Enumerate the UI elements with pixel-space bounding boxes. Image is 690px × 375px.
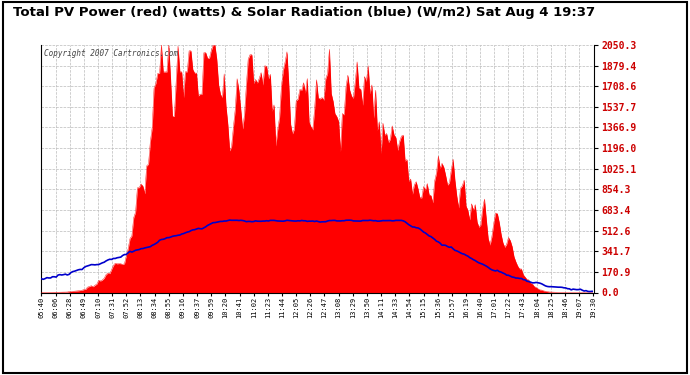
Text: Copyright 2007 Cartronics.com: Copyright 2007 Cartronics.com: [44, 49, 178, 58]
Text: Total PV Power (red) (watts) & Solar Radiation (blue) (W/m2) Sat Aug 4 19:37: Total PV Power (red) (watts) & Solar Rad…: [12, 6, 595, 19]
